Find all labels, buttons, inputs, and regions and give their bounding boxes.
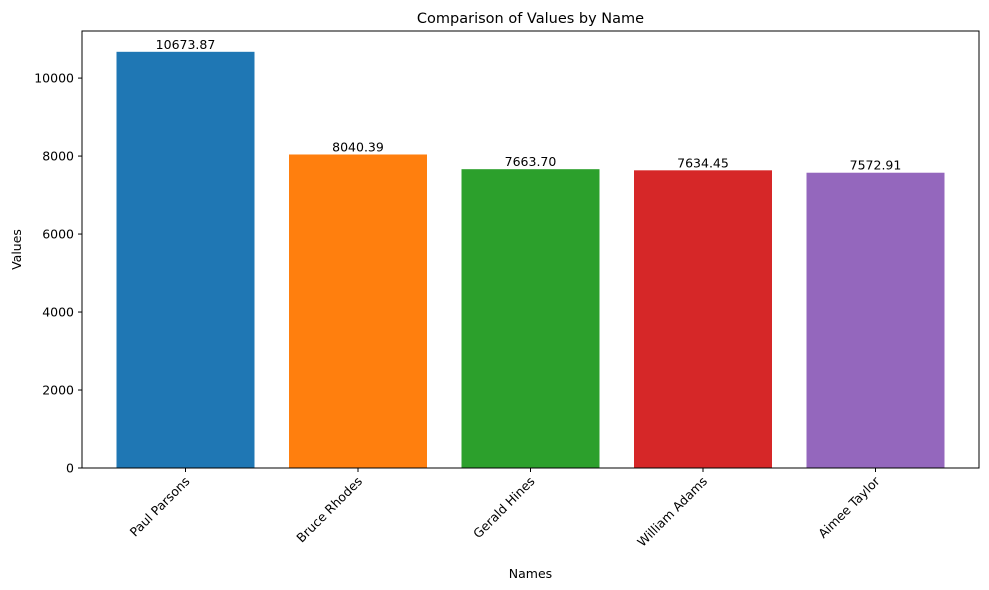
value-label: 8040.39 <box>332 139 384 154</box>
bar-bruce-rhodes <box>289 154 427 468</box>
y-axis-title: Values <box>9 229 24 270</box>
value-label: 7634.45 <box>677 155 729 170</box>
y-tick-label: 4000 <box>42 305 74 320</box>
bar-gerald-hines <box>461 169 600 469</box>
value-labels-group: 10673.87 8040.39 7663.70 7634.45 7572.91 <box>156 37 902 173</box>
y-tick-label: 8000 <box>42 149 74 164</box>
plot-frame <box>81 30 980 469</box>
bar-william-adams <box>634 170 772 469</box>
chart-title: Comparison of Values by Name <box>417 11 644 27</box>
y-axis: 0 2000 4000 6000 8000 10000 <box>34 71 82 476</box>
x-axis-title: Names <box>509 566 552 581</box>
bar-aimee-taylor <box>806 172 945 469</box>
y-tick-label: 6000 <box>42 227 74 242</box>
y-tick-label: 10000 <box>34 71 74 86</box>
y-tick-label: 2000 <box>42 383 74 398</box>
value-label: 10673.87 <box>156 37 216 52</box>
value-label: 7663.70 <box>505 154 557 169</box>
bars-group <box>116 51 945 469</box>
bar-paul-parsons <box>116 51 255 469</box>
y-tick-label: 0 <box>66 461 74 476</box>
value-label: 7572.91 <box>850 158 902 173</box>
